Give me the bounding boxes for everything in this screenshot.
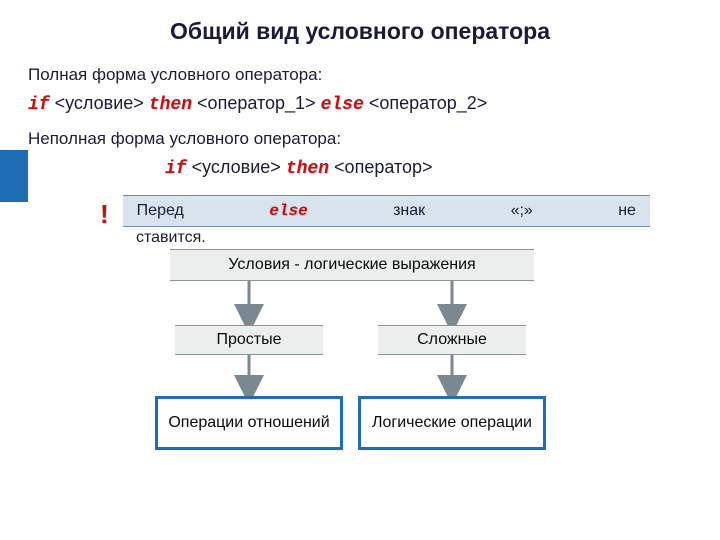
short-form-label: Неполная форма условного оператора: <box>0 125 720 153</box>
diagram-left-mid-label: Простые <box>216 331 281 349</box>
diagram-right-bot-label: Логические операции <box>372 414 532 432</box>
note-before: Перед <box>137 202 184 220</box>
side-accent-bar <box>0 150 28 202</box>
kw-then-2: then <box>286 159 329 179</box>
cond-placeholder: <условие> <box>55 93 144 113</box>
diagram-box-left-mid: Простые <box>175 325 323 355</box>
full-form-label: Полная форма условного оператора: <box>0 61 720 89</box>
diagram-left-bot-label: Операции отношений <box>168 414 329 432</box>
diagram-box-right-bot: Логические операции <box>358 396 546 450</box>
diagram-box-left-bot: Операции отношений <box>155 396 343 450</box>
diagram-right-mid-label: Сложные <box>417 331 487 349</box>
syntax-short: if <условие> then <оператор> <box>0 153 720 183</box>
diagram-box-right-mid: Сложные <box>378 325 526 355</box>
diagram-area: Условия - логические выражения Простые С… <box>0 241 720 481</box>
note-row: ! Перед else знак «;» не <box>0 195 720 227</box>
note-sign: знак <box>393 202 425 220</box>
op1-placeholder: <оператор_1> <box>197 93 316 113</box>
diagram-box-top: Условия - логические выражения <box>170 249 534 281</box>
kw-then: then <box>149 95 192 115</box>
kw-else-note: else <box>269 202 307 220</box>
note-no: не <box>618 202 636 220</box>
note-box: Перед else знак «;» не <box>123 195 650 227</box>
page-title: Общий вид условного оператора <box>0 0 720 55</box>
syntax-full: if <условие> then <оператор_1> else <опе… <box>0 89 720 119</box>
kw-if: if <box>28 95 50 115</box>
kw-else: else <box>321 95 364 115</box>
op2-placeholder: <оператор_2> <box>369 93 488 113</box>
op-placeholder: <оператор> <box>334 157 432 177</box>
note-semicolon: «;» <box>511 202 533 220</box>
kw-if-2: if <box>165 159 187 179</box>
exclamation-icon: ! <box>100 195 109 227</box>
cond-placeholder-2: <условие> <box>192 157 281 177</box>
diagram-top-label: Условия - логические выражения <box>228 256 475 274</box>
